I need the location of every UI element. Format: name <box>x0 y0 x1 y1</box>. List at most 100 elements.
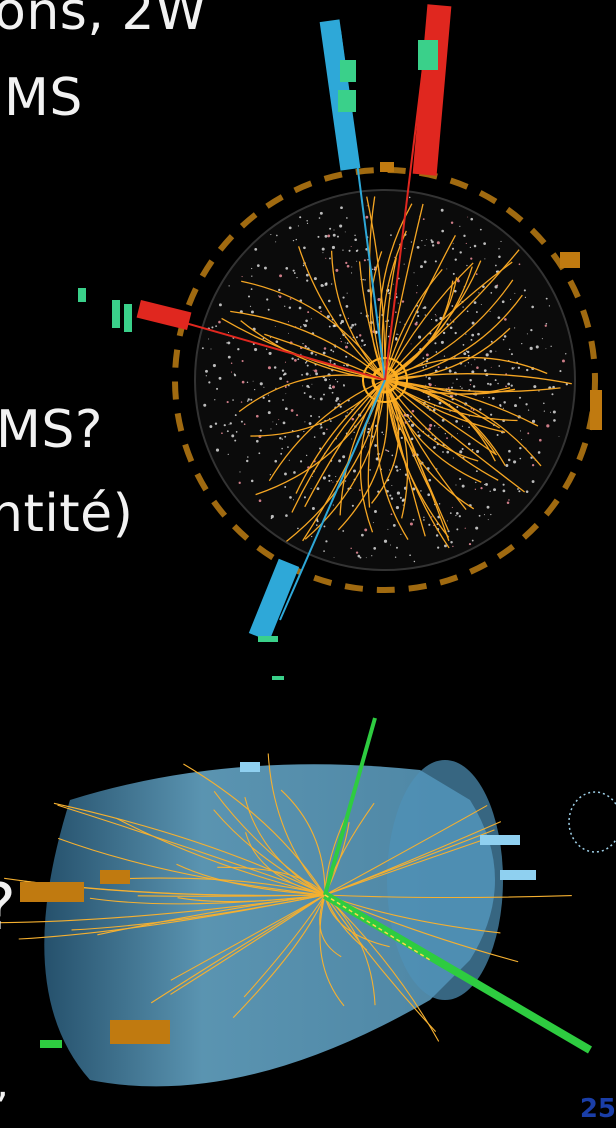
tracker-hit <box>288 306 292 309</box>
tracker-hit <box>527 409 530 411</box>
tracker-hit <box>296 277 298 279</box>
tracker-hit <box>347 317 349 319</box>
tracker-hit <box>552 385 555 389</box>
energy-block <box>560 252 580 268</box>
tracker-hit <box>329 420 332 423</box>
tracker-hit <box>279 274 283 278</box>
tracker-hit <box>203 403 207 407</box>
tracker-hit <box>519 446 522 450</box>
tracker-hit <box>306 279 309 282</box>
tracker-hit <box>428 383 432 387</box>
tracker-hit <box>354 323 357 326</box>
tracker-hit <box>279 437 282 440</box>
tracker-hit <box>247 295 251 298</box>
tracker-hit <box>480 303 482 305</box>
tracker-hit <box>354 234 356 237</box>
tracker-hit <box>306 219 308 222</box>
tracker-hit <box>311 475 313 477</box>
tracker-hit <box>208 338 210 340</box>
tracker-hit <box>385 320 387 322</box>
tracker-hit <box>530 456 533 459</box>
tracker-hit <box>284 361 286 363</box>
tracker-hit <box>281 369 285 372</box>
tracker-hit <box>301 374 303 376</box>
tracker-hit <box>423 260 427 264</box>
tracker-hit <box>273 366 277 369</box>
tracker-hit <box>521 343 523 345</box>
tracker-hit <box>498 365 501 367</box>
tracker-hit <box>366 205 368 207</box>
tracker-hit <box>549 411 552 413</box>
tracker-hit <box>250 310 254 314</box>
tracker-hit <box>531 305 534 309</box>
charged-track <box>339 379 386 516</box>
electron-hit <box>418 40 438 70</box>
tracker-hit <box>531 464 535 467</box>
atlas-track <box>183 763 326 896</box>
charged-track <box>384 379 467 510</box>
tracker-hit <box>313 436 316 438</box>
tracker-hit <box>296 414 299 417</box>
tracker-hit <box>386 489 389 493</box>
tracker-hit <box>396 469 399 472</box>
tracker-hit <box>490 366 492 368</box>
slide-text-line-5: ntité) <box>0 484 134 544</box>
tracker-hit <box>490 292 493 294</box>
tracker-hit <box>475 311 478 314</box>
tracker-hit <box>367 289 371 293</box>
tracker-hit <box>218 376 222 380</box>
tracker-hit <box>471 448 474 451</box>
photon-cluster <box>322 891 593 1054</box>
tracker-hit <box>339 314 342 317</box>
tracker-hit <box>402 504 404 506</box>
tracker-hit <box>241 276 243 278</box>
charged-track <box>384 261 513 381</box>
charged-track <box>268 379 386 482</box>
tracker-hit <box>310 351 314 355</box>
tracker-hit <box>451 436 453 438</box>
tracker-hit <box>303 392 306 395</box>
tracker-hit <box>358 489 361 492</box>
tracker-hit <box>427 339 429 341</box>
tracker-hit <box>351 417 355 421</box>
tracker-hit <box>227 331 230 333</box>
charged-track <box>384 268 443 381</box>
tracker-hit <box>335 378 337 381</box>
tracker-hit <box>452 457 454 459</box>
tracker-hit <box>304 345 307 347</box>
tracker-hit <box>525 368 529 372</box>
tracker-hit <box>353 431 355 434</box>
tracker-hit <box>351 438 353 440</box>
tracker-hit <box>238 481 241 484</box>
tracker-hit <box>295 238 297 241</box>
tracker-hit <box>256 264 260 267</box>
slide-text-line-2: MS <box>4 68 83 128</box>
tracker-hit <box>550 345 552 347</box>
tracker-hit <box>508 449 511 453</box>
tracker-hit <box>447 387 450 389</box>
tracker-hit <box>422 366 425 369</box>
tracker-hit <box>339 322 342 325</box>
tracker-hit <box>352 469 356 473</box>
tracker-hit <box>478 514 481 517</box>
tracker-hit <box>255 439 259 443</box>
tracker-hit <box>434 313 436 315</box>
tracker-hit <box>383 539 388 543</box>
tracker-hit <box>350 272 353 274</box>
tracker-hit <box>494 379 497 382</box>
tracker-hit <box>468 426 470 429</box>
tracker-hit <box>479 408 482 411</box>
tracker-hit <box>502 338 505 341</box>
charged-track <box>384 279 514 381</box>
tracker-hit <box>389 494 392 497</box>
tracker-hit <box>291 357 294 360</box>
tracker-hit <box>466 264 468 267</box>
tracker-hit <box>423 516 425 518</box>
calo-tower <box>480 835 520 845</box>
tracker-hit <box>466 350 470 354</box>
tracker-hit <box>513 460 517 464</box>
tracker-hit <box>374 266 376 269</box>
tracker-hit <box>330 283 333 285</box>
tracker-hit <box>317 235 320 238</box>
